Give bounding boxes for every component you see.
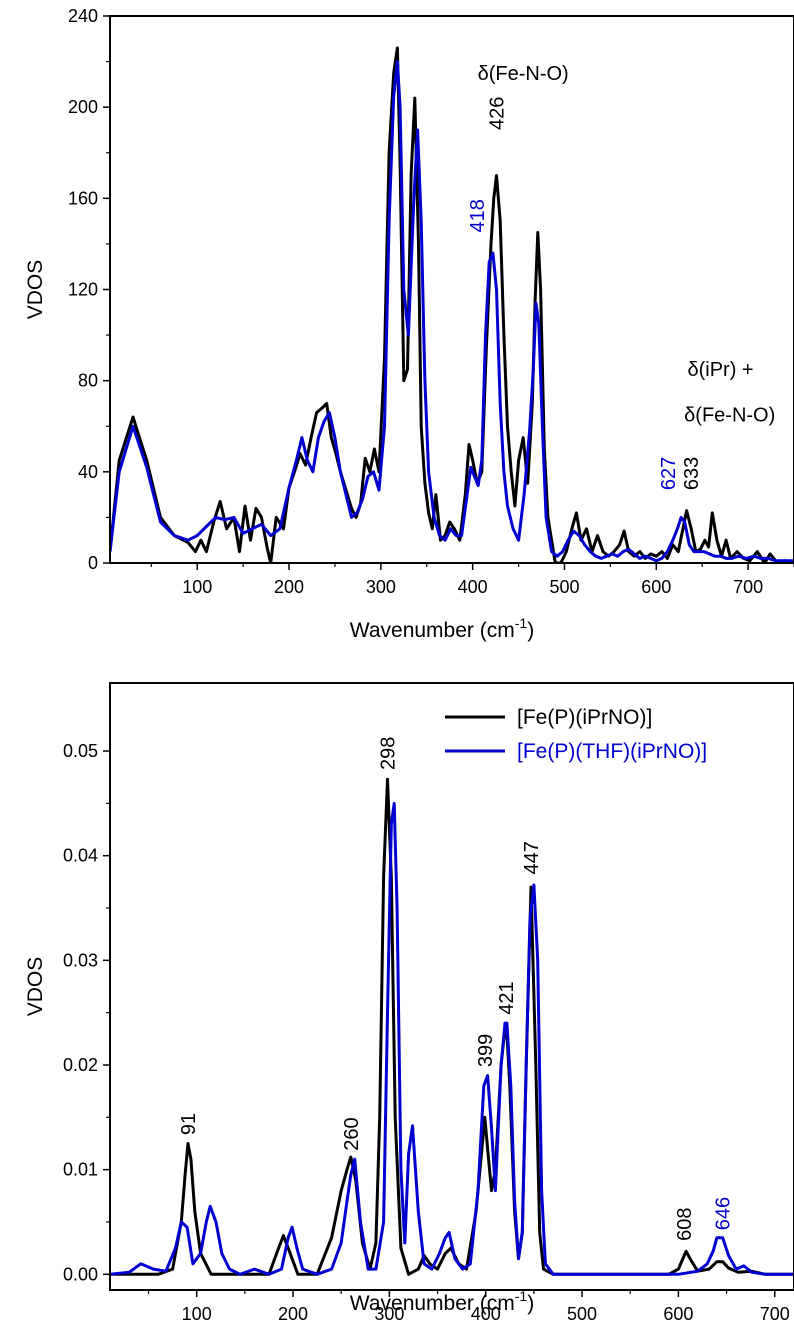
peak-label: δ(Fe-N-O) [478,63,569,85]
x-axis-label-end: ) [527,1292,534,1315]
x-tick-label: 300 [366,577,396,597]
x-axis-label-main: Wavenumber (cm [350,1292,515,1315]
y-tick-label: 0.05 [63,741,98,761]
x-axis-label-superscript: -1 [515,615,528,631]
y-tick-label: 80 [78,371,98,391]
y-tick-label: 240 [68,6,98,26]
y-tick-label: 200 [68,97,98,117]
peak-label: 608 [674,1207,696,1240]
peak-label: 298 [377,737,399,770]
x-tick-label: 600 [663,1304,693,1320]
plot-frame [109,682,794,1291]
x-tick-label: 100 [182,577,212,597]
peak-label: 418 [467,199,489,232]
peak-label: 627 [658,457,680,490]
x-tick-label: 400 [471,1304,501,1320]
y-tick-label: 0.04 [63,846,98,866]
x-tick-label: 500 [549,577,579,597]
legend-label-2: [Fe(P)(THF)(iPrNO)] [517,740,707,763]
x-tick-label: 700 [733,577,763,597]
y-tick-label: 0.02 [63,1055,98,1075]
peak-label: 91 [178,1113,200,1135]
x-axis-label-superscript: -1 [515,1288,528,1304]
x-tick-label: 300 [374,1304,404,1320]
series-line-2 [110,60,794,563]
series-line-1 [110,777,794,1276]
x-tick-label: 400 [458,577,488,597]
legend-label-1: [Fe(P)(iPrNO)] [517,706,652,729]
chart-1: 100 200 300 400 500 600 700 0 40 80 120 160 200 240 VD… [24,6,794,642]
peak-label: δ(iPr) + [687,359,753,381]
y-tick-label: 0.00 [63,1264,98,1284]
series-line-2 [110,801,794,1276]
peak-label: 646 [713,1197,735,1230]
peak-label: 421 [496,981,518,1014]
x-tick-label: 700 [760,1304,790,1320]
peak-label: 447 [521,841,543,874]
peak-label: 633 [681,457,703,490]
chart-2: 100 200 300 400 500 600 700 0.00 0.01 0.02 0.03 0.0… [24,682,794,1320]
y-axis-label: VDOS [24,260,47,320]
x-tick-label: 100 [182,1304,212,1320]
x-axis-label: Wavenumber (cm-1) [350,1288,534,1315]
y-axis-label: VDOS [24,957,47,1017]
y-tick-label: 120 [68,280,98,300]
x-tick-label: 200 [278,1304,308,1320]
x-tick-label: 500 [567,1304,597,1320]
peak-label: δ(Fe-N-O) [684,405,775,427]
y-tick-label: 0.01 [63,1160,98,1180]
y-tick-label: 0 [88,553,98,573]
y-tick-label: 40 [78,462,98,482]
y-tick-label: 0.03 [63,950,98,970]
y-tick-label: 160 [68,188,98,208]
peak-label: 399 [475,1034,497,1067]
x-axis-label: Wavenumber (cm-1) [350,615,534,642]
x-tick-label: 600 [641,577,671,597]
x-tick-label: 200 [274,577,304,597]
x-axis-label-main: Wavenumber (cm [350,619,515,642]
x-axis-label-end: ) [527,619,534,642]
peak-label: 426 [486,97,508,130]
peak-label: 260 [341,1117,363,1150]
